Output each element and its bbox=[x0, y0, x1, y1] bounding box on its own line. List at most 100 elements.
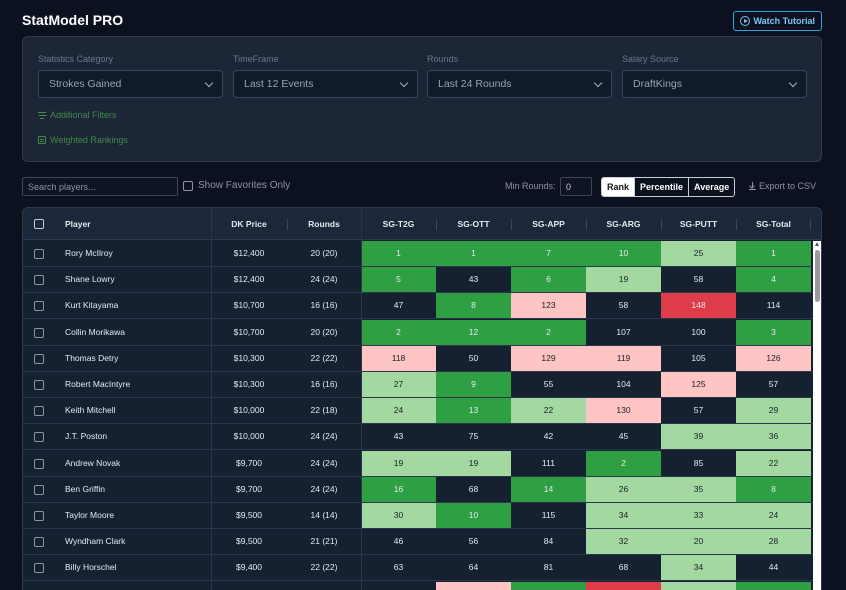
table-row[interactable]: Shane Lowry $12,400 24 (24) 5 43 6 19 58 4 bbox=[23, 267, 813, 294]
column-divider[interactable] bbox=[511, 219, 512, 230]
column-header-sg-t2g[interactable]: SG-T2G bbox=[382, 219, 415, 229]
row-checkbox[interactable] bbox=[34, 275, 44, 286]
player-cell[interactable]: Ben Griffin bbox=[65, 483, 106, 494]
rounds-filter: Rounds Last 24 Rounds bbox=[427, 54, 612, 98]
table-row[interactable]: Andrew Novak $9,700 24 (24) 19 19 111 2 85 22 bbox=[23, 450, 813, 477]
table-row[interactable] bbox=[23, 581, 813, 590]
column-header-sg-ott[interactable]: SG-OTT bbox=[457, 219, 490, 229]
row-checkbox[interactable] bbox=[34, 458, 44, 469]
rank-view-button[interactable]: Rank bbox=[602, 178, 635, 196]
sg-putt-cell: 39 bbox=[661, 424, 736, 450]
timeframe-select[interactable]: Last 12 Events bbox=[233, 70, 418, 98]
sg-ott-cell: 8 bbox=[436, 293, 511, 319]
sg-putt-cell: 100 bbox=[691, 326, 706, 337]
row-checkbox[interactable] bbox=[34, 511, 44, 521]
player-cell[interactable]: Robert MacIntyre bbox=[65, 379, 131, 389]
sg-arg-cell: 10 bbox=[586, 241, 661, 266]
player-cell[interactable]: Rory McIlroy bbox=[65, 248, 113, 258]
table-row[interactable]: Collin Morikawa $10,700 20 (20) 2 12 2 107 100 3 bbox=[23, 319, 813, 346]
sg-total-cell: 57 bbox=[768, 379, 779, 389]
download-icon bbox=[748, 182, 756, 190]
average-view-button[interactable]: Average bbox=[688, 178, 734, 196]
table-row[interactable]: Rory McIlroy $12,400 20 (20) 1 1 7 10 25 1 bbox=[23, 241, 813, 267]
player-cell[interactable]: Collin Morikawa bbox=[65, 326, 125, 337]
favorites-label: Show Favorites Only bbox=[198, 180, 291, 191]
column-divider[interactable] bbox=[586, 219, 587, 230]
row-checkbox[interactable] bbox=[34, 432, 44, 443]
column-gridline bbox=[361, 208, 362, 590]
table-row[interactable]: Keith Mitchell $10,000 22 (18) 24 13 22 130 57 2… bbox=[23, 398, 813, 425]
search-input[interactable]: Search players... bbox=[22, 177, 178, 196]
column-header-sg-app[interactable]: SG-APP bbox=[532, 219, 565, 229]
min-rounds-input[interactable]: 0 bbox=[560, 177, 592, 196]
column-divider[interactable] bbox=[736, 219, 737, 230]
table-row[interactable]: Ben Griffin $9,700 24 (24) 16 68 14 26 35 8 bbox=[23, 476, 813, 503]
sg-arg-cell: 2 bbox=[586, 450, 661, 476]
row-checkbox[interactable] bbox=[34, 406, 44, 417]
player-cell[interactable]: Andrew Novak bbox=[65, 457, 121, 468]
percentile-view-button[interactable]: Percentile bbox=[634, 178, 688, 196]
select-all-checkbox[interactable] bbox=[34, 219, 44, 229]
column-divider[interactable] bbox=[287, 219, 288, 230]
table-row[interactable]: J.T. Poston $10,000 24 (24) 43 75 42 45 39 36 bbox=[23, 424, 813, 451]
rounds-select[interactable]: Last 24 Rounds bbox=[427, 70, 612, 98]
table-row[interactable]: Taylor Moore $9,500 14 (14) 30 10 115 34 33 24 bbox=[23, 503, 813, 529]
column-header-sg-total[interactable]: SG-Total bbox=[756, 219, 791, 229]
scroll-thumb[interactable] bbox=[815, 250, 820, 302]
salary-source-select[interactable]: DraftKings bbox=[622, 70, 807, 98]
sg-ott-cell: 64 bbox=[468, 562, 479, 573]
row-checkbox[interactable] bbox=[34, 563, 44, 574]
vertical-scrollbar[interactable] bbox=[813, 241, 821, 590]
sg-total-cell: 36 bbox=[736, 424, 811, 450]
column-header-sg-arg[interactable]: SG-ARG bbox=[606, 219, 641, 229]
row-checkbox[interactable] bbox=[34, 353, 44, 364]
statistics-category-select[interactable]: Strokes Gained bbox=[38, 70, 223, 98]
player-cell[interactable]: Wyndham Clark bbox=[65, 536, 126, 547]
row-checkbox[interactable] bbox=[34, 484, 44, 495]
column-divider[interactable] bbox=[436, 219, 437, 230]
rounds-cell: 24 (24) bbox=[310, 483, 338, 494]
table-row[interactable]: Kurt Kitayama $10,700 16 (16) 47 8 123 58 148 11… bbox=[23, 293, 813, 320]
table-row[interactable]: Wyndham Clark $9,500 21 (21) 46 56 84 32 20 28 bbox=[23, 529, 813, 556]
player-cell[interactable]: Shane Lowry bbox=[65, 274, 115, 285]
column-header-player[interactable]: Player bbox=[65, 219, 91, 229]
dk-price-cell: $10,300 bbox=[233, 379, 265, 389]
table-row[interactable]: Billy Horschel $9,400 22 (22) 63 64 81 68 34 44 bbox=[23, 555, 813, 582]
sg-app-cell: 123 bbox=[511, 293, 586, 319]
row-checkbox[interactable] bbox=[34, 380, 44, 390]
weighted-rankings-label: Weighted Rankings bbox=[50, 135, 128, 145]
sg-ott-cell: 75 bbox=[468, 431, 479, 442]
row-checkbox[interactable] bbox=[34, 249, 44, 259]
watch-tutorial-button[interactable]: Watch Tutorial bbox=[732, 11, 822, 31]
sg-app-cell: 14 bbox=[511, 476, 586, 502]
export-csv-button[interactable]: Export to CSV bbox=[748, 181, 816, 191]
sg-t2g-cell: 1 bbox=[361, 241, 436, 266]
row-checkbox[interactable] bbox=[34, 537, 44, 548]
favorites-toggle[interactable]: Show Favorites Only bbox=[183, 180, 290, 191]
scroll-up-icon[interactable] bbox=[815, 242, 819, 246]
player-cell[interactable]: Taylor Moore bbox=[65, 510, 115, 520]
select-value: Last 24 Rounds bbox=[438, 78, 512, 90]
sg-t2g-cell: 30 bbox=[361, 503, 436, 528]
column-header-dk-price[interactable]: DK Price bbox=[231, 219, 267, 229]
column-header-rounds[interactable]: Rounds bbox=[308, 219, 340, 229]
player-cell[interactable]: J.T. Poston bbox=[65, 431, 108, 442]
sg-arg-cell: 119 bbox=[586, 345, 661, 371]
column-divider[interactable] bbox=[810, 219, 811, 230]
select-value: Strokes Gained bbox=[49, 78, 122, 90]
weighted-rankings-link[interactable]: Weighted Rankings bbox=[38, 135, 128, 145]
row-checkbox[interactable] bbox=[34, 301, 44, 312]
player-cell[interactable]: Thomas Detry bbox=[65, 352, 119, 363]
sg-ott-cell: 43 bbox=[468, 274, 479, 285]
player-cell[interactable]: Billy Horschel bbox=[65, 562, 117, 573]
table-row[interactable]: Robert MacIntyre $10,300 16 (16) 27 9 55 104 12… bbox=[23, 372, 813, 398]
column-divider[interactable] bbox=[661, 219, 662, 230]
additional-filters-link[interactable]: Additional Filters bbox=[38, 110, 117, 120]
row-checkbox[interactable] bbox=[34, 327, 44, 338]
sg-arg-cell: 32 bbox=[586, 529, 661, 555]
column-header-sg-putt[interactable]: SG-PUTT bbox=[679, 219, 718, 229]
favorites-checkbox[interactable] bbox=[183, 180, 193, 191]
player-cell[interactable]: Keith Mitchell bbox=[65, 405, 116, 416]
table-row[interactable]: Thomas Detry $10,300 22 (22) 118 50 129 119 105… bbox=[23, 345, 813, 372]
player-cell[interactable]: Kurt Kitayama bbox=[65, 300, 119, 311]
